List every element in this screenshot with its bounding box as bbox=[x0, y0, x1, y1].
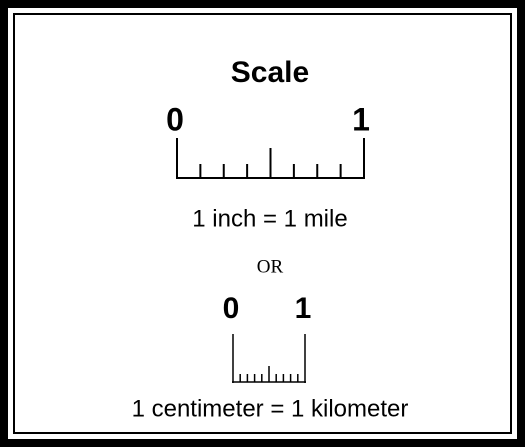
separator: OR bbox=[257, 256, 284, 277]
inch-ruler bbox=[176, 138, 365, 179]
inch-caption: 1 inch = 1 mile bbox=[192, 205, 347, 232]
scale-end-label: 1 bbox=[352, 101, 370, 137]
scale-end-label: 1 bbox=[295, 292, 312, 325]
scale-start-label: 0 bbox=[223, 292, 240, 325]
inner-frame bbox=[13, 13, 512, 434]
cm-caption: 1 centimeter = 1 kilometer bbox=[132, 395, 409, 422]
scale-start-label: 0 bbox=[166, 101, 184, 137]
title: Scale bbox=[231, 56, 309, 89]
cm-ruler bbox=[232, 334, 306, 383]
